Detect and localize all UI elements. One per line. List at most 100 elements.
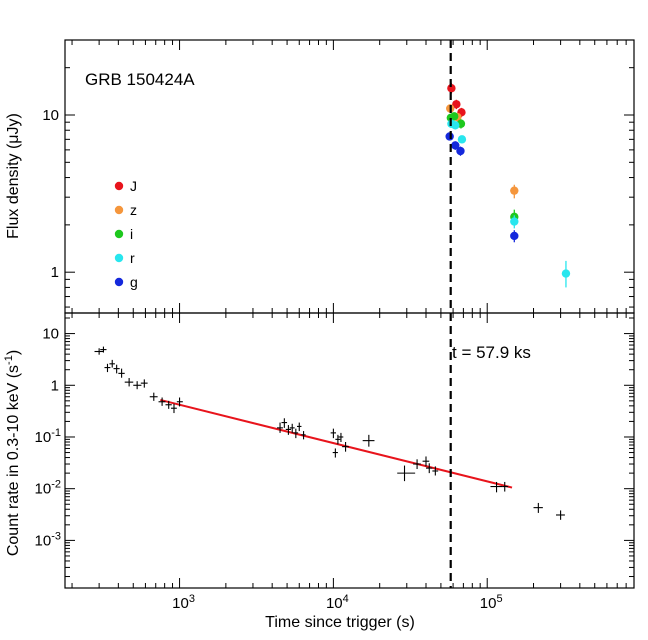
xray-data-point: [332, 448, 338, 458]
legend-marker-z: [114, 205, 124, 215]
legend-label-z: z: [130, 202, 137, 218]
y-label-exp: -1: [3, 355, 15, 365]
y-tick-label: 10: [42, 326, 59, 343]
x-tick-label-base: 10: [480, 595, 497, 612]
bottom-panel-ticks: [65, 313, 635, 588]
xray-data-point: [149, 392, 158, 401]
legend-label-i: i: [130, 226, 133, 242]
x-tick-label-base: 10: [326, 595, 343, 612]
y-label-text: Count rate in 0.3-10 keV (s: [5, 365, 22, 556]
x-axis-label: Time since trigger (s): [265, 614, 415, 631]
top-y-axis-label: Flux density (μJy): [5, 113, 22, 239]
data-point-J: [452, 100, 461, 109]
xray-data-point: [362, 434, 375, 447]
data-point-i: [449, 112, 459, 121]
xray-data-point: [104, 363, 111, 373]
legend-marker-i: [114, 229, 124, 239]
y-tick-label-base: 10: [35, 481, 52, 498]
xray-data-point: [289, 423, 295, 433]
data-point-r: [510, 217, 519, 226]
time-annotation: t = 57.9 ks: [452, 343, 531, 362]
xray-data-point: [533, 502, 543, 513]
xray-data-point: [109, 359, 115, 368]
x-tick-label: 105: [480, 593, 503, 612]
x-tick-label-exp: 5: [496, 593, 502, 605]
legend-label-r: r: [130, 250, 135, 266]
fit-line-group: [160, 398, 513, 489]
xray-data-point: [502, 481, 509, 492]
xray-data-point: [285, 425, 291, 435]
y-tick-label: 1: [51, 377, 59, 394]
y-tick-label-base: 10: [35, 532, 52, 549]
y-tick-label-exp: -1: [51, 427, 61, 439]
legend-marker-g: [114, 277, 124, 287]
x-tick-label-exp: 3: [189, 593, 195, 605]
chart-title: GRB 150424A: [85, 70, 195, 89]
xray-data-point: [425, 463, 433, 474]
xray-data-point: [281, 418, 288, 428]
x-tick-label-exp: 4: [343, 593, 349, 605]
data-point-g: [451, 141, 460, 150]
top-panel-y-tick-labels: 1 10: [42, 107, 59, 281]
x-tick-labels: 103 104 105: [172, 593, 502, 612]
xray-data-point: [113, 364, 120, 374]
y-tick-label: 10-2: [35, 479, 61, 498]
data-point-r: [457, 135, 467, 144]
power-law-fit-line: [160, 398, 513, 489]
y-tick-label: 10-1: [35, 427, 61, 446]
xray-data-point: [94, 348, 104, 355]
bottom-panel-frame: [64, 312, 635, 589]
xray-data-point: [397, 465, 416, 482]
xray-data-point: [124, 378, 134, 387]
xray-data-point: [176, 397, 183, 407]
xray-data-point: [342, 441, 349, 452]
y-tick-label-exp: -3: [51, 530, 61, 542]
data-point-g: [456, 146, 465, 156]
top-panel-data-points: [445, 82, 571, 288]
xray-data-point: [432, 466, 439, 476]
bottom-panel-data-points: [94, 346, 565, 520]
data-point-z: [510, 186, 519, 195]
data-point-J: [447, 84, 456, 93]
legend-marker-r: [114, 253, 124, 263]
y-tick-label-exp: -2: [51, 479, 61, 491]
bottom-y-axis-label: Count rate in 0.3-10 keV (s-1): [3, 350, 22, 556]
xray-data-point: [301, 431, 306, 440]
xray-data-point: [118, 368, 125, 378]
data-point-r: [451, 121, 460, 130]
y-label-close: ): [5, 350, 22, 355]
xray-data-point: [490, 481, 503, 493]
xray-data-point: [338, 432, 344, 442]
y-tick-label: 10-3: [35, 530, 61, 549]
y-tick-label-base: 10: [35, 429, 52, 446]
xray-data-point: [133, 381, 142, 390]
xray-data-point: [171, 403, 177, 414]
xray-data-point: [277, 422, 283, 433]
xray-data-point: [330, 428, 337, 439]
legend-marker-J: [114, 181, 124, 191]
x-tick-label-base: 10: [172, 595, 189, 612]
xray-data-point: [413, 459, 421, 470]
x-tick-label: 104: [326, 593, 349, 612]
data-point-g: [510, 231, 519, 241]
xray-data-point: [422, 456, 430, 467]
xray-data-point: [293, 428, 299, 439]
xray-data-point: [140, 379, 148, 388]
xray-data-point: [158, 397, 166, 406]
xray-data-point: [165, 400, 172, 409]
top-panel-ticks: [65, 39, 635, 313]
xray-data-point: [100, 346, 107, 353]
data-point-r: [561, 269, 571, 278]
xray-data-point: [335, 434, 341, 445]
xray-data-point: [296, 422, 302, 432]
legend-label-J: J: [130, 178, 137, 194]
y-tick-label: 1: [51, 264, 59, 281]
x-tick-label: 103: [172, 593, 195, 612]
legend-label-g: g: [130, 274, 138, 290]
y-tick-label: 10: [42, 107, 59, 124]
